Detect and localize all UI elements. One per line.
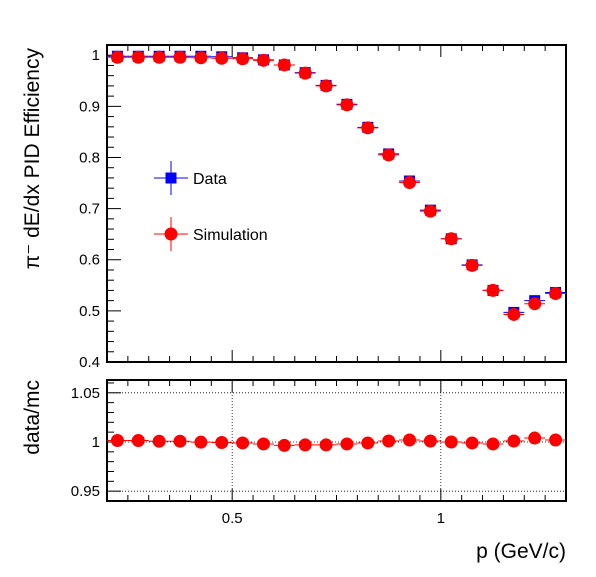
efficiency-panel: 0.4 0.5 0.6 0.7 0.8 0.9 1 Data Simulation (79, 44, 567, 371)
efficiency-y-tick-label: 0.7 (79, 201, 100, 218)
data-point-circle (256, 437, 270, 451)
data-point-circle (215, 435, 229, 449)
legend: Data Simulation (154, 161, 268, 251)
efficiency-y-tick-label: 0.6 (79, 252, 100, 269)
data-point-circle (486, 437, 500, 451)
data-point-circle (361, 436, 375, 450)
ratio-y-tick-label: 1.05 (71, 385, 100, 402)
data-point-circle (236, 52, 250, 66)
data-point-circle (465, 258, 479, 272)
ratio-y-tick-label: 0.95 (71, 483, 100, 500)
data-point-circle (131, 434, 145, 447)
data-point-circle (236, 436, 250, 450)
y-axis-title-ratio: data/mc (21, 380, 44, 455)
data-point-circle (361, 121, 375, 135)
data-point-circle (528, 297, 542, 311)
data-point-circle (403, 433, 417, 447)
data-point-circle (194, 51, 208, 65)
data-point-circle (173, 50, 187, 64)
data-point-circle (298, 438, 312, 452)
data-point-circle (403, 176, 417, 190)
data-point-circle (340, 98, 354, 112)
data-point-circle (423, 434, 437, 448)
data-point-circle (319, 438, 333, 452)
efficiency-y-tick-label: 0.5 (79, 303, 100, 320)
data-point-circle (423, 204, 437, 218)
data-point-circle (194, 435, 208, 449)
data-point-circle (444, 435, 458, 449)
ratio-y-tick-label: 1 (92, 434, 100, 451)
legend-label: Simulation (193, 227, 268, 244)
data-point-circle (382, 434, 396, 448)
data-point-circle (340, 437, 354, 451)
data-point-circle (298, 66, 312, 80)
data-point-circle (382, 148, 396, 162)
data-point-circle (486, 283, 500, 297)
data-point-circle (507, 434, 521, 448)
ratio-series-ratio (107, 431, 566, 452)
ratio-x-tick-label: 1 (437, 510, 445, 527)
data-point-circle (319, 79, 333, 93)
legend-entry-data: Data (154, 161, 227, 195)
data-point-circle (152, 434, 166, 448)
legend-marker-square (165, 172, 177, 184)
data-point-circle (528, 431, 542, 445)
efficiency-series-data (107, 50, 566, 318)
data-point-circle (465, 436, 479, 450)
legend-entry-simulation: Simulation (154, 217, 268, 251)
ratio-x-tick-label: 0.5 (222, 510, 243, 527)
x-axis-title: p (GeV/c) (476, 540, 566, 563)
data-point-circle (444, 232, 458, 246)
efficiency-series-simulation (107, 50, 566, 321)
efficiency-y-tick-label: 0.4 (79, 354, 100, 371)
data-point-circle (277, 58, 291, 72)
efficiency-y-tick-label: 0.8 (79, 149, 100, 166)
efficiency-y-tick-label: 1 (92, 47, 100, 64)
data-point-circle (256, 53, 270, 67)
data-point-circle (215, 51, 229, 65)
data-point-circle (277, 438, 291, 452)
legend-marker-circle (164, 227, 178, 241)
data-point-circle (152, 50, 166, 64)
efficiency-frame (106, 44, 567, 363)
ratio-panel: 0.95 1 1.05 0.5 1 (71, 379, 567, 527)
y-axis-title-efficiency: π⁻ dE/dx PID Efficiency (21, 48, 44, 270)
data-point-circle (507, 307, 521, 321)
legend-label: Data (193, 171, 227, 188)
data-point-circle (549, 433, 563, 447)
data-point-circle (110, 434, 124, 447)
data-point-circle (110, 50, 124, 64)
efficiency-y-tick-label: 0.9 (79, 98, 100, 115)
data-point-circle (131, 50, 145, 64)
data-point-circle (549, 286, 563, 300)
data-point-circle (173, 434, 187, 448)
